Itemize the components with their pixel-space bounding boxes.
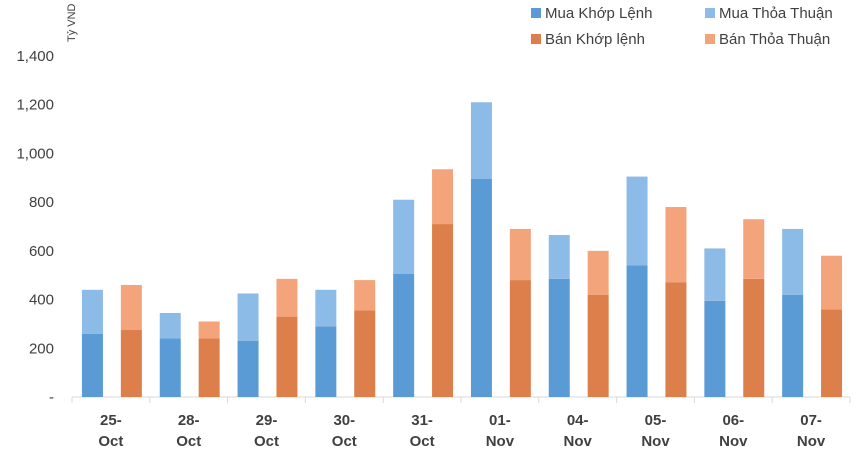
bar-buy-negotiated	[704, 248, 726, 301]
x-tick-label: 29-	[256, 412, 278, 429]
bar-buy-negotiated	[81, 289, 103, 334]
x-tick-label: 07-	[800, 412, 822, 429]
bar-sell-matched	[120, 330, 142, 397]
bar-sell-matched	[665, 282, 687, 397]
bar-sell-matched	[821, 309, 843, 397]
x-tick-label: Oct	[254, 433, 279, 450]
x-tick-label: Nov	[564, 433, 593, 450]
bar-buy-matched	[159, 338, 181, 397]
y-tick-label: 1,000	[16, 145, 54, 162]
bar-buy-negotiated	[782, 228, 804, 295]
bar-sell-negotiated	[276, 278, 298, 317]
x-tick-label: 31-	[411, 412, 433, 429]
bar-sell-negotiated	[743, 219, 765, 279]
bar-sell-negotiated	[198, 321, 220, 339]
x-tick-label: Oct	[332, 433, 357, 450]
y-tick-label: 400	[29, 292, 54, 309]
legend-label: Bán Khớp lệnh	[545, 31, 645, 48]
bar-sell-matched	[354, 310, 376, 397]
axes: - 200 400 600 800 1,000 1,200 1,400 25- Oct 28- Oct…	[16, 48, 851, 450]
legend-swatch	[531, 8, 541, 18]
legend: Mua Khớp Lệnh Mua Thỏa Thuận Bán Khớp lệnh…	[531, 5, 833, 48]
bar-sell-negotiated	[120, 284, 142, 331]
bar-sell-matched	[276, 316, 298, 397]
bar-buy-negotiated	[470, 102, 492, 180]
bar-buy-matched	[782, 294, 804, 397]
y-tick-label: 1,200	[16, 97, 54, 114]
y-tick-label: 800	[29, 194, 54, 211]
x-tick-label: 28-	[178, 412, 200, 429]
bar-buy-matched	[315, 326, 337, 397]
x-tick-label: Oct	[98, 433, 123, 450]
bar-sell-negotiated	[354, 280, 376, 311]
bar-buy-matched	[548, 278, 570, 397]
x-tick-label: Nov	[486, 433, 515, 450]
bar-buy-matched	[626, 265, 648, 397]
bar-sell-negotiated	[821, 255, 843, 310]
bar-sell-negotiated	[432, 169, 454, 225]
bar-buy-negotiated	[315, 289, 337, 327]
x-tick-label: Oct	[176, 433, 201, 450]
bar-buy-matched	[470, 179, 492, 397]
x-tick-label: 04-	[567, 412, 589, 429]
unit-label: Tỷ VND	[66, 3, 78, 42]
x-tick-label: 05-	[645, 412, 667, 429]
bar-buy-matched	[704, 300, 726, 397]
bar-sell-negotiated	[587, 250, 609, 295]
x-tick-label: Nov	[641, 433, 670, 450]
bar-buy-negotiated	[548, 235, 570, 279]
x-tick-label: Oct	[410, 433, 435, 450]
x-tick-label: Nov	[719, 433, 748, 450]
x-tick-label: 30-	[333, 412, 355, 429]
legend-label: Mua Thỏa Thuận	[719, 5, 833, 22]
bar-buy-negotiated	[237, 293, 259, 341]
bar-sell-matched	[432, 224, 454, 397]
y-tick-label: 200	[29, 340, 54, 357]
legend-swatch	[705, 34, 715, 44]
bar-buy-matched	[81, 333, 103, 397]
bars	[81, 102, 843, 397]
y-tick-label: 600	[29, 243, 54, 260]
legend-swatch	[531, 34, 541, 44]
bar-buy-matched	[393, 273, 415, 397]
bar-buy-negotiated	[626, 176, 648, 266]
bar-buy-negotiated	[393, 199, 415, 274]
bar-sell-matched	[198, 338, 220, 397]
bar-buy-negotiated	[159, 312, 181, 339]
x-tick-label: 06-	[722, 412, 744, 429]
bar-buy-matched	[237, 340, 259, 397]
bar-sell-matched	[743, 278, 765, 397]
bar-sell-negotiated	[509, 228, 531, 281]
y-tick-label: 1,400	[16, 48, 54, 65]
x-tick-label: 01-	[489, 412, 511, 429]
bar-sell-matched	[587, 294, 609, 397]
legend-label: Mua Khớp Lệnh	[545, 5, 652, 22]
y-tick-label: -	[49, 389, 54, 406]
x-tick-label: 25-	[100, 412, 122, 429]
legend-label: Bán Thỏa Thuận	[719, 31, 830, 48]
bar-sell-negotiated	[665, 207, 687, 283]
legend-swatch	[705, 8, 715, 18]
bar-sell-matched	[509, 280, 531, 397]
x-tick-label: Nov	[797, 433, 826, 450]
